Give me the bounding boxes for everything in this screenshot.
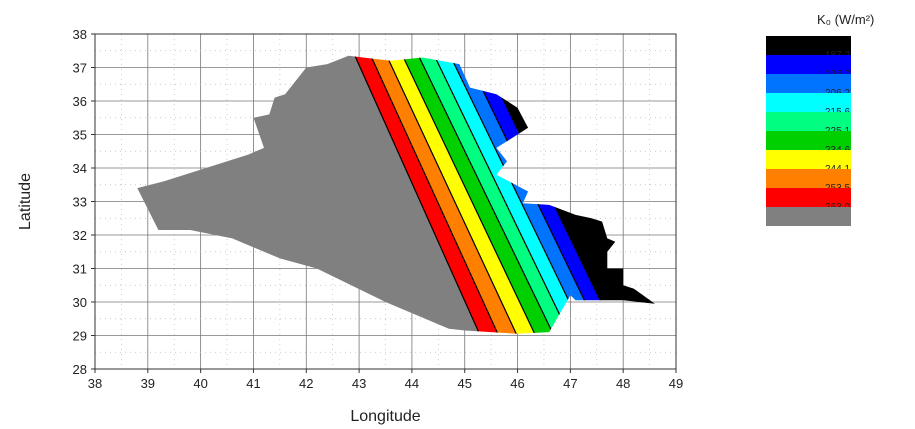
x-tick-label: 39 xyxy=(141,376,155,391)
y-tick-label: 36 xyxy=(73,94,87,109)
x-tick-label: 42 xyxy=(299,376,313,391)
contour-band xyxy=(382,55,539,334)
contour-band xyxy=(367,55,521,334)
legend-title: K₀ (W/m²) xyxy=(817,12,874,27)
x-tick-label: 48 xyxy=(616,376,630,391)
x-tick-label: 38 xyxy=(88,376,102,391)
contour-band xyxy=(137,55,484,334)
contour-line xyxy=(445,55,590,334)
legend: K₀ (W/m²) 187.2196.7206.2215.6225.1234.6… xyxy=(766,12,874,226)
y-axis-title: Latitude xyxy=(17,173,34,230)
contour-line xyxy=(350,55,484,334)
legend-swatch xyxy=(766,188,851,207)
x-axis-title: Longitude xyxy=(350,408,420,425)
x-tick-label: 45 xyxy=(457,376,471,391)
x-tick-label: 49 xyxy=(669,376,683,391)
legend-swatch xyxy=(766,93,851,112)
y-tick-label: 29 xyxy=(73,329,87,344)
contour-line xyxy=(414,55,558,334)
y-tick-label: 35 xyxy=(73,128,87,143)
legend-swatch xyxy=(766,55,851,74)
y-tick-label: 31 xyxy=(73,262,87,277)
y-tick-label: 38 xyxy=(73,27,87,42)
legend-swatch xyxy=(766,169,851,188)
contour-line xyxy=(429,55,574,334)
y-tick-label: 34 xyxy=(73,161,87,176)
x-tick-label: 41 xyxy=(246,376,260,391)
legend-swatch xyxy=(766,131,851,150)
y-tick-label: 28 xyxy=(73,362,87,377)
contour-line xyxy=(366,55,503,334)
contour-band xyxy=(430,55,589,334)
legend-swatch xyxy=(766,112,851,131)
contour-band xyxy=(398,55,558,334)
contour-band xyxy=(351,55,502,334)
contour-line xyxy=(382,55,521,334)
x-tick-label: 47 xyxy=(563,376,577,391)
contour-line xyxy=(398,55,540,334)
legend-swatch xyxy=(766,207,851,226)
y-tick-label: 37 xyxy=(73,61,87,76)
legend-swatch xyxy=(766,36,851,55)
y-tick-label: 32 xyxy=(73,228,87,243)
contour-lines xyxy=(350,55,622,334)
y-tick-label: 30 xyxy=(73,295,87,310)
legend-swatch xyxy=(766,150,851,169)
contour-band xyxy=(446,55,605,334)
axis-ticks: 38 39 40 41 42 43 44 45 46 47 48 49 28 29 30 31 32 33 34 35… xyxy=(73,27,684,391)
contour-band xyxy=(414,55,573,334)
x-tick-label: 44 xyxy=(405,376,419,391)
x-tick-label: 43 xyxy=(352,376,366,391)
legend-swatch xyxy=(766,74,851,93)
x-tick-label: 46 xyxy=(510,376,524,391)
y-tick-label: 33 xyxy=(73,195,87,210)
x-tick-label: 40 xyxy=(193,376,207,391)
